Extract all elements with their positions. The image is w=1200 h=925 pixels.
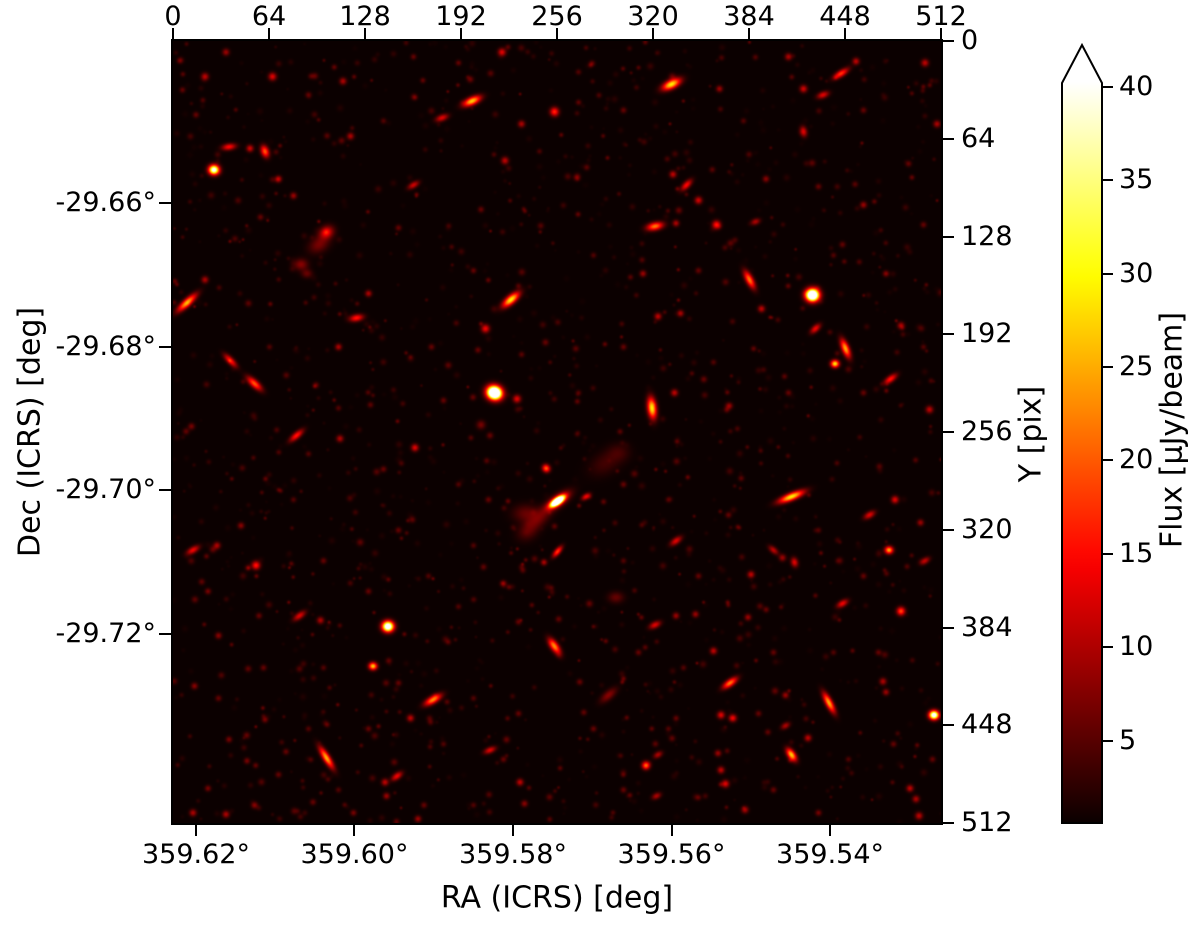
y-tick-mark (942, 528, 954, 531)
y-tick-label: 384 (961, 611, 1013, 643)
x-tick-label: 256 (531, 1, 583, 32)
ra-tick-mark (829, 824, 832, 836)
ra-tick-mark (670, 824, 673, 836)
dec-axis-label: Dec (ICRS) [deg] (12, 306, 48, 558)
x-tick-mark (940, 28, 942, 40)
colorbar (1061, 43, 1103, 824)
dec-tick-label: -29.70° (55, 474, 156, 506)
y-tick-mark (942, 40, 954, 42)
x-tick-mark (844, 28, 846, 40)
colorbar-label: Flux [µJy/beam] (1154, 311, 1190, 549)
x-tick-label: 320 (627, 1, 679, 32)
y-tick-mark (942, 626, 954, 629)
colorbar-tick-label: 25 (1119, 351, 1154, 383)
ra-tick-label: 359.62° (141, 839, 250, 870)
x-tick-mark (364, 28, 366, 40)
colorbar-tick-label: 5 (1119, 724, 1137, 756)
dec-tick-mark (159, 202, 171, 205)
colorbar-tick-label: 15 (1119, 537, 1154, 569)
x-tick-mark (748, 28, 750, 40)
x-tick-label: 448 (819, 1, 871, 32)
x-tick-mark (652, 28, 654, 40)
ra-tick-label: 359.56° (617, 839, 726, 870)
y-tick-label: 0 (961, 25, 979, 56)
y-tick-label: 64 (961, 122, 996, 154)
colorbar-tick-mark (1103, 552, 1113, 555)
colorbar-tick-mark (1103, 646, 1113, 649)
ra-tick-mark (353, 824, 356, 836)
sky-image-canvas (173, 41, 941, 823)
dec-tick-mark (159, 632, 171, 635)
ra-tick-label: 359.58° (459, 839, 567, 870)
x-tick-mark (268, 28, 270, 40)
axes-frame (171, 39, 943, 825)
dec-tick-mark (159, 489, 171, 492)
y-tick-label: 320 (961, 513, 1013, 545)
x-tick-label: 128 (339, 1, 391, 32)
x-tick-mark (172, 28, 174, 40)
x-tick-label: 384 (723, 1, 775, 32)
x-tick-label: 0 (164, 1, 182, 32)
y-tick-label: 256 (961, 416, 1013, 447)
y-tick-label: 448 (961, 709, 1013, 741)
ra-tick-label: 359.60° (300, 839, 409, 870)
y-tick-label: 512 (961, 807, 1013, 838)
ra-tick-label: 359.54° (776, 839, 885, 870)
colorbar-tick-label: 10 (1119, 631, 1154, 663)
colorbar-tick-label: 20 (1119, 444, 1154, 476)
colorbar-tick-mark (1103, 272, 1113, 275)
colorbar-tick-mark (1103, 85, 1113, 88)
colorbar-tick-label: 40 (1119, 70, 1154, 102)
y-tick-mark (942, 724, 954, 727)
y-tick-mark (942, 822, 954, 824)
dec-tick-label: -29.72° (55, 617, 156, 649)
ra-tick-mark (194, 824, 197, 836)
x-tick-label: 64 (251, 1, 287, 32)
x-tick-mark (556, 28, 558, 40)
ra-tick-mark (512, 824, 514, 836)
y-tick-mark (942, 235, 954, 238)
x-tick-label: 192 (435, 1, 487, 32)
colorbar-tick-label: 35 (1119, 164, 1154, 196)
y-tick-mark (942, 333, 954, 336)
dec-tick-label: -29.66° (55, 187, 156, 219)
ypix-axis-label: Y [pix] (1013, 385, 1049, 483)
x-tick-mark (460, 28, 462, 40)
y-tick-mark (942, 431, 954, 433)
y-tick-label: 128 (961, 220, 1013, 252)
ra-axis-label: RA (ICRS) [deg] (440, 880, 674, 916)
colorbar-tick-label: 30 (1119, 257, 1154, 289)
dec-tick-label: -29.68° (55, 330, 156, 362)
colorbar-tick-mark (1103, 459, 1113, 462)
colorbar-gradient-arrow (1061, 43, 1103, 824)
colorbar-tick-mark (1103, 739, 1113, 742)
colorbar-tick-mark (1103, 366, 1113, 369)
y-tick-label: 192 (961, 318, 1013, 350)
y-tick-mark (942, 137, 954, 140)
dec-tick-mark (159, 345, 171, 348)
x-tick-label: 512 (915, 1, 967, 32)
colorbar-tick-mark (1103, 179, 1113, 182)
